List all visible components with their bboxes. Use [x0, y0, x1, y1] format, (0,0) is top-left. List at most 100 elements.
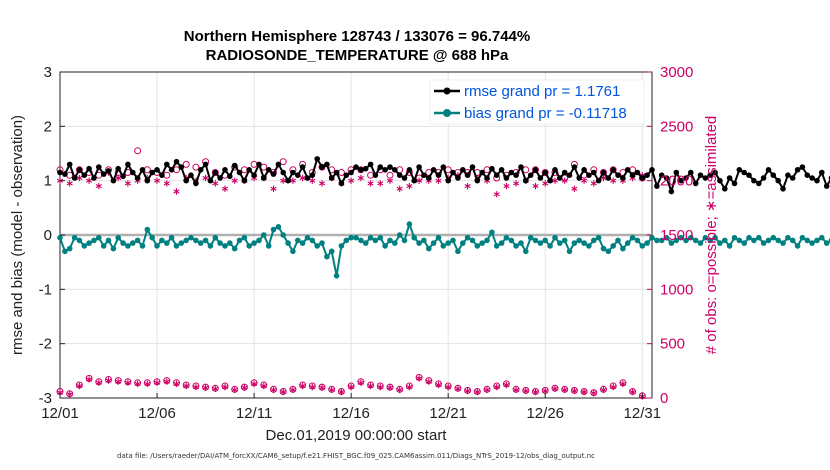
bias-marker	[96, 234, 102, 241]
obs-assimilated-count-marker	[173, 380, 180, 388]
bias-marker	[532, 237, 539, 244]
obs-assimilated-count-marker	[183, 382, 190, 390]
bias-marker	[168, 234, 175, 241]
bias-marker	[319, 240, 325, 246]
rmse-marker	[726, 175, 733, 181]
bias-marker	[658, 237, 665, 244]
chart-title-line2: RADIOSONDE_TEMPERATURE @ 688 hPa	[206, 47, 509, 64]
obs-assimilated-count-marker	[503, 381, 510, 389]
bias-marker	[518, 240, 524, 246]
bias-marker	[202, 237, 209, 244]
obs-assimilated-marker-stroke	[154, 178, 161, 183]
obs-assimilated-marker-stroke	[299, 175, 306, 181]
obs-assimilated-count-marker-stroke	[435, 382, 442, 388]
obs-possible-marker	[318, 163, 326, 171]
rmse-marker	[212, 169, 219, 176]
obs-assimilated-marker	[464, 182, 471, 190]
obs-assimilated-count-marker-stroke	[483, 387, 491, 392]
obs-assimilated-marker-stroke	[571, 186, 578, 191]
obs-assimilated-count-marker	[386, 384, 393, 391]
rmse-marker	[401, 175, 408, 181]
obs-assimilated-count-marker	[581, 388, 588, 396]
rmse-marker	[571, 164, 578, 170]
bias-marker	[139, 243, 146, 249]
bias-marker	[794, 243, 801, 249]
rmse-marker	[222, 167, 228, 173]
rmse-marker	[421, 172, 427, 178]
obs-assimilated-count-marker-stroke	[319, 385, 326, 390]
rmse-marker	[76, 167, 83, 173]
rmse-marker	[789, 175, 796, 181]
bias-marker	[241, 234, 248, 241]
rmse-marker	[493, 172, 500, 178]
bias-marker	[591, 237, 597, 244]
obs-assimilated-marker-stroke	[551, 178, 558, 183]
x-tick-label: 12/11	[236, 405, 272, 422]
bias-marker	[430, 240, 437, 246]
obs-assimilated-marker	[76, 174, 83, 182]
bias-marker	[785, 234, 791, 241]
rmse-marker	[756, 180, 762, 187]
obs-assimilated-marker-stroke	[163, 181, 170, 186]
obs-assimilated-count-marker	[319, 384, 326, 391]
obs-assimilated-marker-stroke	[173, 189, 180, 194]
y-left-tick-label: 3	[44, 64, 52, 81]
obs-assimilated-marker	[124, 180, 131, 187]
bias-marker	[396, 232, 403, 238]
rmse-marker	[668, 188, 675, 195]
obs-assimilated-count-marker-stroke	[212, 386, 219, 391]
bias-marker	[615, 237, 621, 244]
rmse-marker	[57, 169, 63, 176]
rmse-marker	[600, 169, 607, 176]
obs-assimilated-count-marker-stroke	[522, 388, 529, 393]
obs-assimilated-count-marker-stroke	[445, 385, 452, 390]
obs-assimilated-count-marker	[338, 388, 345, 396]
bias-marker	[571, 240, 578, 246]
bias-marker	[188, 234, 194, 241]
rmse-marker	[523, 177, 529, 184]
rmse-marker	[139, 167, 146, 173]
obs-assimilated-count-marker	[619, 380, 626, 388]
rmse-marker	[343, 172, 350, 178]
y-right-tick-label: 1500	[660, 227, 693, 244]
bias-marker	[741, 240, 747, 246]
bias-marker	[362, 240, 369, 246]
bias-marker	[178, 240, 185, 246]
obs-assimilated-count-marker-stroke	[280, 389, 287, 395]
obs-assimilated-marker	[367, 180, 374, 187]
rmse-marker	[741, 169, 747, 176]
bias-marker	[561, 237, 568, 244]
rmse-marker	[479, 169, 486, 176]
obs-assimilated-count-marker-stroke	[474, 389, 481, 395]
obs-assimilated-count-marker-stroke	[386, 385, 393, 390]
bias-marker	[440, 243, 447, 249]
y-right-tick-label: 500	[660, 336, 685, 353]
rmse-marker	[760, 175, 767, 181]
obs-assimilated-count-marker-stroke	[367, 383, 374, 389]
rmse-marker	[309, 172, 316, 178]
obs-assimilated-count-marker	[571, 387, 578, 395]
rmse-marker	[464, 172, 471, 178]
obs-assimilated-marker	[406, 182, 413, 190]
obs-possible-marker	[182, 160, 190, 168]
obs-assimilated-count-marker-stroke	[357, 380, 364, 385]
obs-assimilated-marker-stroke	[503, 184, 510, 189]
chart-title-line1: Northern Hemisphere 128743 / 133076 = 96…	[184, 28, 530, 45]
obs-assimilated-count-marker	[377, 383, 384, 391]
bias-marker	[159, 237, 165, 244]
bias-marker	[193, 237, 199, 244]
rmse-marker	[785, 172, 791, 178]
rmse-marker	[746, 172, 752, 178]
obs-assimilated-marker	[503, 182, 510, 190]
obs-assimilated-marker-stroke	[416, 178, 423, 183]
rmse-marker	[751, 177, 757, 184]
obs-assimilated-count-marker	[483, 386, 491, 394]
rmse-marker	[527, 172, 534, 178]
obs-assimilated-count-marker	[270, 386, 277, 394]
obs-assimilated-count-marker-stroke	[425, 379, 432, 384]
bias-marker	[270, 226, 277, 233]
bias-marker	[605, 248, 612, 255]
rmse-marker	[348, 169, 354, 176]
bias-marker	[144, 226, 151, 233]
